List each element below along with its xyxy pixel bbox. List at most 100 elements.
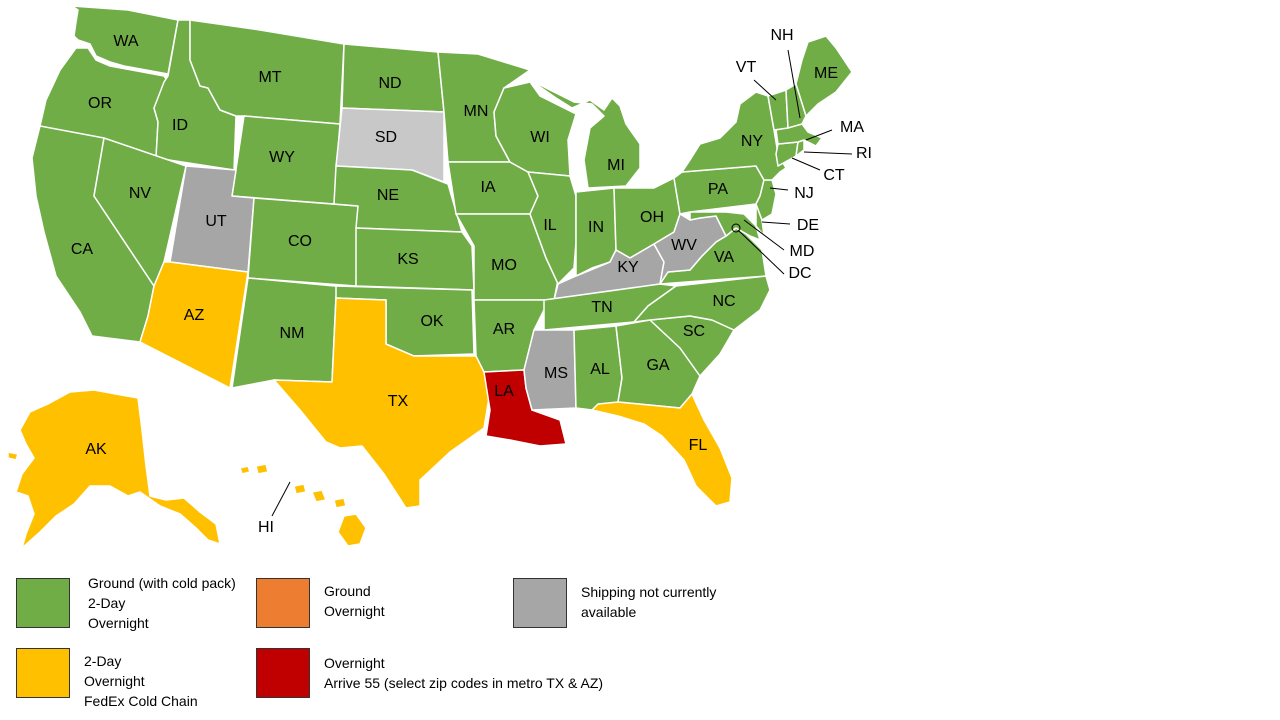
label-FL: FL [689, 437, 708, 454]
label-MS: MS [544, 365, 568, 382]
label-OR: OR [88, 95, 112, 112]
label-WY: WY [269, 149, 295, 166]
label-UT: UT [205, 213, 227, 230]
legend-line: available [581, 604, 637, 620]
label-MT: MT [258, 69, 281, 86]
state-MD[interactable] [689, 211, 761, 241]
legend-line: Ground [324, 583, 371, 599]
legend-line: Overnight [84, 673, 145, 689]
legend-line: Shipping not currently [581, 584, 717, 600]
leader-NJ [769, 187, 789, 191]
legend-text-yellow: 2-Day Overnight FedEx Cold Chain [84, 651, 198, 711]
label-MD: MD [790, 243, 815, 260]
legend-line: Arrive 55 (select zip codes in metro TX … [324, 675, 604, 691]
state-HI-3[interactable] [293, 483, 307, 495]
state-AK[interactable] [15, 389, 221, 549]
label-NJ: NJ [794, 185, 814, 202]
state-HI-6[interactable] [337, 513, 367, 547]
legend-text-red: Overnight Arrive 55 (select zip codes in… [324, 653, 603, 693]
label-OH: OH [640, 209, 664, 226]
label-AK: AK [85, 441, 107, 458]
label-KY: KY [617, 259, 639, 276]
state-HI-5[interactable] [333, 497, 347, 509]
legend-swatch-yellow [16, 648, 70, 698]
dc-marker [731, 223, 741, 233]
legend-line: 2-Day [88, 595, 126, 611]
legend-swatch-red [256, 648, 310, 698]
label-TX: TX [388, 393, 409, 410]
legend-line: Overnight [324, 603, 385, 619]
state-CT[interactable] [775, 141, 799, 167]
label-IA: IA [480, 179, 495, 196]
label-MN: MN [464, 103, 489, 120]
leader-NH [787, 49, 801, 119]
us-shipping-map: WA OR CA ID NV MT WY UT AZ CO NM ND SD N… [7, 5, 872, 549]
leader-DC [737, 229, 785, 275]
legend-text-ground: Ground (with cold pack) 2-Day Overnight [88, 573, 236, 633]
label-KS: KS [397, 251, 418, 268]
legend-swatch-gray [513, 578, 567, 628]
label-HI: HI [258, 519, 274, 536]
legend-line: Overnight [324, 655, 385, 671]
state-HI-1[interactable] [239, 465, 251, 475]
leader-RI [803, 151, 853, 155]
label-IN: IN [588, 219, 604, 236]
state-FL[interactable] [591, 393, 733, 507]
state-KS[interactable] [355, 227, 475, 291]
leader-VT [753, 79, 777, 101]
legend-line: Ground (with cold pack) [88, 575, 236, 591]
label-RI: RI [856, 145, 872, 162]
label-IL: IL [543, 217, 556, 234]
label-NM: NM [280, 325, 305, 342]
label-CT: CT [823, 167, 845, 184]
state-IL[interactable] [527, 171, 577, 285]
label-LA: LA [494, 383, 514, 400]
label-VT: VT [736, 59, 757, 76]
label-WI: WI [530, 129, 550, 146]
state-AZ[interactable] [139, 261, 249, 389]
state-WV[interactable] [653, 213, 727, 285]
label-AZ: AZ [184, 307, 205, 324]
state-HI-2[interactable] [255, 463, 269, 475]
label-PA: PA [708, 181, 728, 198]
label-OK: OK [420, 313, 443, 330]
state-MT[interactable] [189, 19, 345, 125]
state-NJ[interactable] [755, 179, 777, 221]
label-AR: AR [493, 321, 515, 338]
label-NY: NY [741, 133, 764, 150]
label-SC: SC [683, 323, 705, 340]
label-MO: MO [491, 257, 517, 274]
state-ME[interactable] [795, 35, 853, 117]
label-DC: DC [788, 265, 811, 282]
legend-text-gray: Shipping not currently available [581, 582, 716, 622]
label-CA: CA [71, 241, 94, 258]
label-TN: TN [591, 299, 612, 316]
label-NH: NH [770, 27, 793, 44]
label-GA: GA [646, 357, 669, 374]
legend-swatch-orange [256, 578, 310, 628]
state-WI[interactable] [493, 81, 577, 177]
leader-MA [805, 129, 833, 141]
label-DE: DE [797, 217, 819, 234]
state-MA[interactable] [775, 123, 823, 147]
state-MI[interactable] [529, 79, 641, 189]
label-CO: CO [288, 233, 312, 250]
state-NC[interactable] [633, 275, 771, 331]
label-NE: NE [377, 187, 399, 204]
label-AL: AL [590, 361, 610, 378]
label-VA: VA [714, 249, 734, 266]
label-WA: WA [113, 33, 139, 50]
label-ND: ND [378, 75, 401, 92]
state-AK-island [7, 451, 19, 461]
leader-CT [791, 157, 821, 171]
legend-line: FedEx Cold Chain [84, 693, 198, 709]
leader-MD [743, 219, 785, 251]
state-HI-4[interactable] [311, 489, 327, 503]
leader-DE [761, 221, 791, 225]
label-MI: MI [607, 157, 625, 174]
label-MA: MA [840, 119, 864, 136]
legend-line: Overnight [88, 615, 149, 631]
label-NV: NV [129, 185, 152, 202]
legend-swatch-green [16, 578, 70, 628]
label-ME: ME [814, 65, 838, 82]
